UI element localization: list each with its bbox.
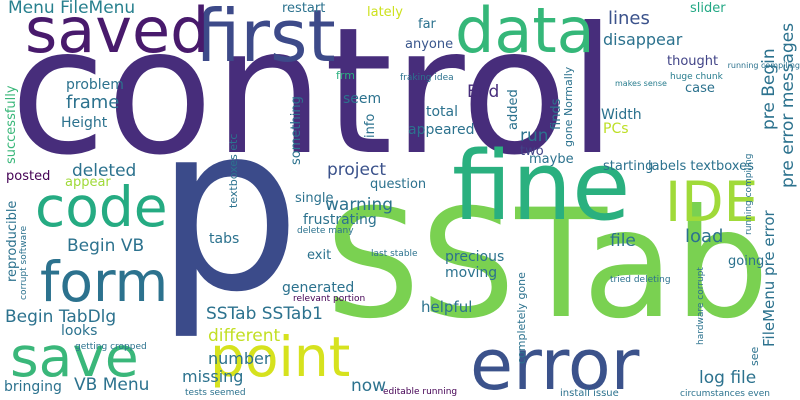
word-46: question	[370, 177, 427, 192]
word-70: now	[351, 376, 387, 396]
word-71: log file	[699, 368, 757, 388]
word-45: appear	[65, 175, 111, 190]
word-26: huge chunk	[670, 72, 723, 82]
word-2: SSTab	[325, 178, 770, 352]
word-62: relevant portion	[293, 294, 366, 304]
word-39: maybe	[529, 152, 574, 167]
word-33: total	[426, 104, 459, 120]
word-44: posted	[6, 169, 51, 184]
word-69: missing	[182, 367, 244, 386]
word-63: helpful	[421, 298, 473, 316]
word-59: moving	[445, 265, 498, 281]
word-77: circumstances even	[680, 389, 770, 399]
word-48: single	[295, 191, 334, 206]
word-64: Begin TabDlg	[5, 307, 117, 327]
word-42: deleted	[72, 161, 137, 181]
word-22: case	[685, 81, 715, 96]
word-27: running compiling	[727, 61, 800, 70]
word-21: thought	[667, 54, 719, 69]
word-89: pre error messages	[778, 22, 798, 188]
word-88: pre Begin	[759, 48, 779, 130]
word-65: SSTab SSTab1	[206, 304, 323, 324]
word-92: running compiling	[744, 153, 754, 235]
word-68: number	[208, 349, 271, 368]
word-13: Menu FileMenu	[8, 0, 136, 18]
word-38: two	[520, 144, 544, 159]
word-43: project	[327, 160, 387, 180]
word-19: slider	[690, 1, 726, 16]
word-32: seem	[343, 91, 382, 107]
word-81: corrupt software	[19, 225, 29, 300]
word-5: first	[195, 0, 336, 78]
word-47: warning	[325, 195, 394, 215]
word-93: completely gone	[515, 272, 528, 364]
word-9: form	[40, 250, 169, 314]
word-67: different	[208, 326, 281, 346]
word-60: tried deleting	[610, 275, 671, 285]
word-73: VB Menu	[74, 375, 150, 395]
word-78: getting cropped	[75, 342, 147, 352]
word-24: fraking idea	[400, 73, 454, 83]
word-83: something	[289, 96, 304, 165]
word-94: see	[748, 346, 761, 366]
word-56: delete many	[297, 226, 354, 236]
word-54: Begin VB	[67, 236, 145, 256]
word-91: hardware corrupt	[696, 267, 706, 345]
word-36: PCs	[603, 121, 629, 137]
word-29: frame	[66, 92, 120, 113]
word-66: looks	[61, 323, 98, 339]
word-49: frustrating	[303, 212, 377, 228]
word-0: control	[10, 0, 617, 194]
word-53: tabs	[209, 231, 240, 247]
word-52: going	[728, 254, 765, 269]
word-76: install issue	[560, 388, 619, 399]
word-34: appeared	[408, 122, 475, 138]
word-84: info	[363, 113, 378, 138]
word-87: gone Normally	[562, 66, 575, 147]
word-11: point	[210, 325, 351, 389]
word-40: starting	[603, 159, 654, 174]
word-51: load	[685, 226, 724, 247]
word-82: textboxes etc	[227, 133, 240, 208]
word-55: exit	[307, 248, 332, 263]
word-90: FileMenu pre error	[760, 210, 778, 347]
word-85: added	[506, 89, 521, 130]
word-18: lines	[608, 8, 650, 29]
word-72: bringing	[4, 379, 62, 395]
word-7: data	[455, 0, 595, 67]
word-31: End	[467, 82, 500, 102]
word-8: code	[35, 175, 168, 239]
word-37: run	[520, 126, 549, 146]
word-14: restart	[282, 1, 326, 16]
word-25: makes sense	[615, 79, 667, 88]
word-12: IDE	[665, 170, 759, 234]
word-79: successfully	[4, 85, 19, 164]
word-75: editable running	[383, 387, 458, 397]
word-80: reproducible	[5, 200, 20, 282]
word-30: Height	[61, 115, 108, 131]
word-61: generated	[282, 280, 355, 296]
word-50: file	[610, 231, 636, 251]
word-23: frm	[336, 69, 355, 82]
word-74: tests seemed	[185, 388, 246, 398]
word-41: labels textboxes	[648, 159, 754, 174]
word-1: p	[155, 76, 301, 343]
word-28: problem	[66, 77, 124, 93]
word-16: far	[418, 17, 436, 32]
word-4: error	[470, 324, 640, 400]
word-3: fine	[452, 132, 631, 242]
word-10: save	[10, 325, 139, 389]
word-15: lately	[367, 5, 403, 20]
word-57: last stable	[371, 249, 418, 259]
word-58: precious	[445, 249, 505, 265]
word-17: anyone	[405, 37, 454, 52]
word-6: saved	[25, 0, 210, 67]
word-35: Width	[601, 107, 642, 123]
word-20: disappear	[603, 30, 683, 49]
